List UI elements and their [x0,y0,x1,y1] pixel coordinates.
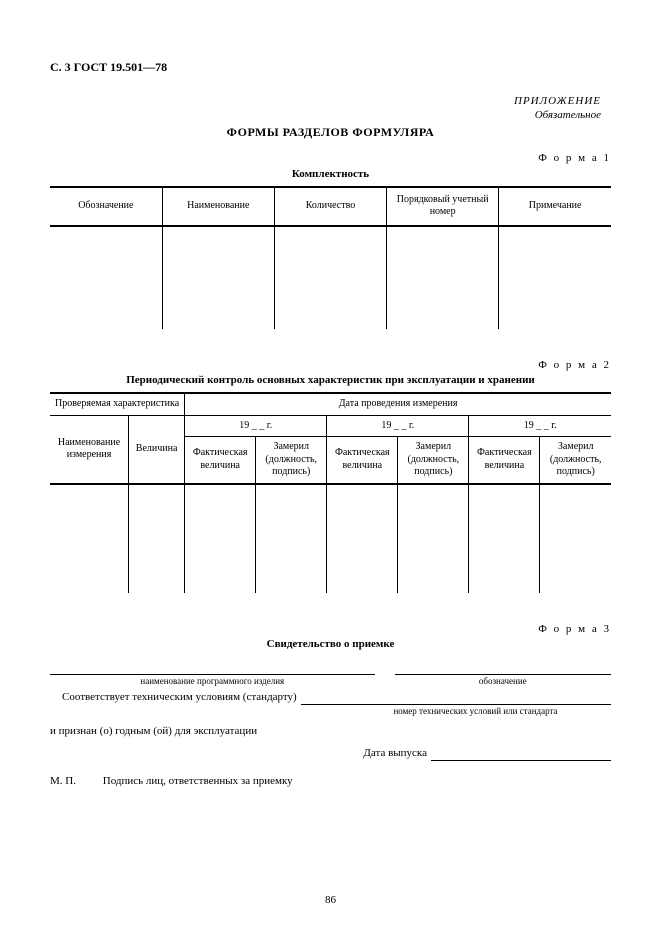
form2-caption: Периодический контроль основных характер… [50,374,611,388]
form2-col-characteristic: Проверяемая характеристика [50,393,185,415]
form2-number: Ф о р м а 2 [50,359,611,373]
section-title: ФОРМЫ РАЗДЕЛОВ ФОРМУЛЯРА [50,125,611,140]
form3-caption: Свидетельство о приемке [50,638,611,652]
form2-date-3: 19 _ _ г. [469,415,611,437]
form3-signature-row: М. П. Подпись лиц, ответственных за прие… [50,775,611,789]
form3-cap-designation: обозначение [395,676,611,687]
form3-line1 [50,662,611,675]
form3-sign-label: Подпись лиц, ответственных за приемку [103,775,293,787]
page: С. 3 ГОСТ 19.501—78 ПРИЛОЖЕНИЕ Обязатель… [0,0,661,936]
form1-table: Обозначение Наименование Количество Поря… [50,186,611,329]
appendix-subtitle: Обязательное [514,109,601,123]
form2-col-fact-1: Фактическая величина [185,437,256,484]
form1-col-name: Наименование [162,187,274,226]
appendix-block: ПРИЛОЖЕНИЕ Обязательное [514,95,601,123]
form2-col-fact-3: Фактическая величина [469,437,540,484]
form2-date-2: 19 _ _ г. [327,415,469,437]
form3-number: Ф о р м а 3 [50,623,611,637]
form3-recognized-label: и признан (о) годным (ой) для эксплуатац… [50,725,611,739]
form2-col-name: Наименование измерения [50,415,129,484]
form1-caption: Комплектность [50,168,611,182]
form2-col-value: Величина [129,415,185,484]
form1-col-qty: Количество [274,187,386,226]
table-row [50,226,611,329]
form3-line2-caption: номер технических условий или стандарта [50,706,611,717]
form3-line1-captions: наименование программного изделия обозна… [50,676,611,687]
table-row [50,484,611,593]
form2-col-measurement-date: Дата проведения измерения [185,393,611,415]
form1-col-note: Примечание [499,187,611,226]
form3-line2: Соответствует техническим условиям (стан… [50,691,611,705]
form3-date-line: Дата выпуска [50,747,611,761]
form2-date-1: 19 _ _ г. [185,415,327,437]
form1-col-serial: Порядковый учетный номер [387,187,499,226]
form3-mp-label: М. П. [50,775,100,789]
form2-col-meas-3: Замерил (должность, подпись) [540,437,611,484]
form3-cap-std: номер технических условий или стандарта [340,706,611,717]
form3-date-label: Дата выпуска [363,747,431,761]
form2-col-meas-2: Замерил (должность, подпись) [398,437,469,484]
form3-conforms-label: Соответствует техническим условиям (стан… [50,691,301,705]
form1-number: Ф о р м а 1 [50,152,611,166]
form1-col-designation: Обозначение [50,187,162,226]
form3-body: наименование программного изделия обозна… [50,662,611,789]
form2-table: Проверяемая характеристика Дата проведен… [50,392,611,593]
form2-col-meas-1: Замерил (должность, подпись) [256,437,327,484]
page-header: С. 3 ГОСТ 19.501—78 [50,60,611,75]
appendix-title: ПРИЛОЖЕНИЕ [514,95,601,109]
page-number: 86 [0,894,661,908]
form2-col-fact-2: Фактическая величина [327,437,398,484]
form3-cap-name: наименование программного изделия [50,676,375,687]
